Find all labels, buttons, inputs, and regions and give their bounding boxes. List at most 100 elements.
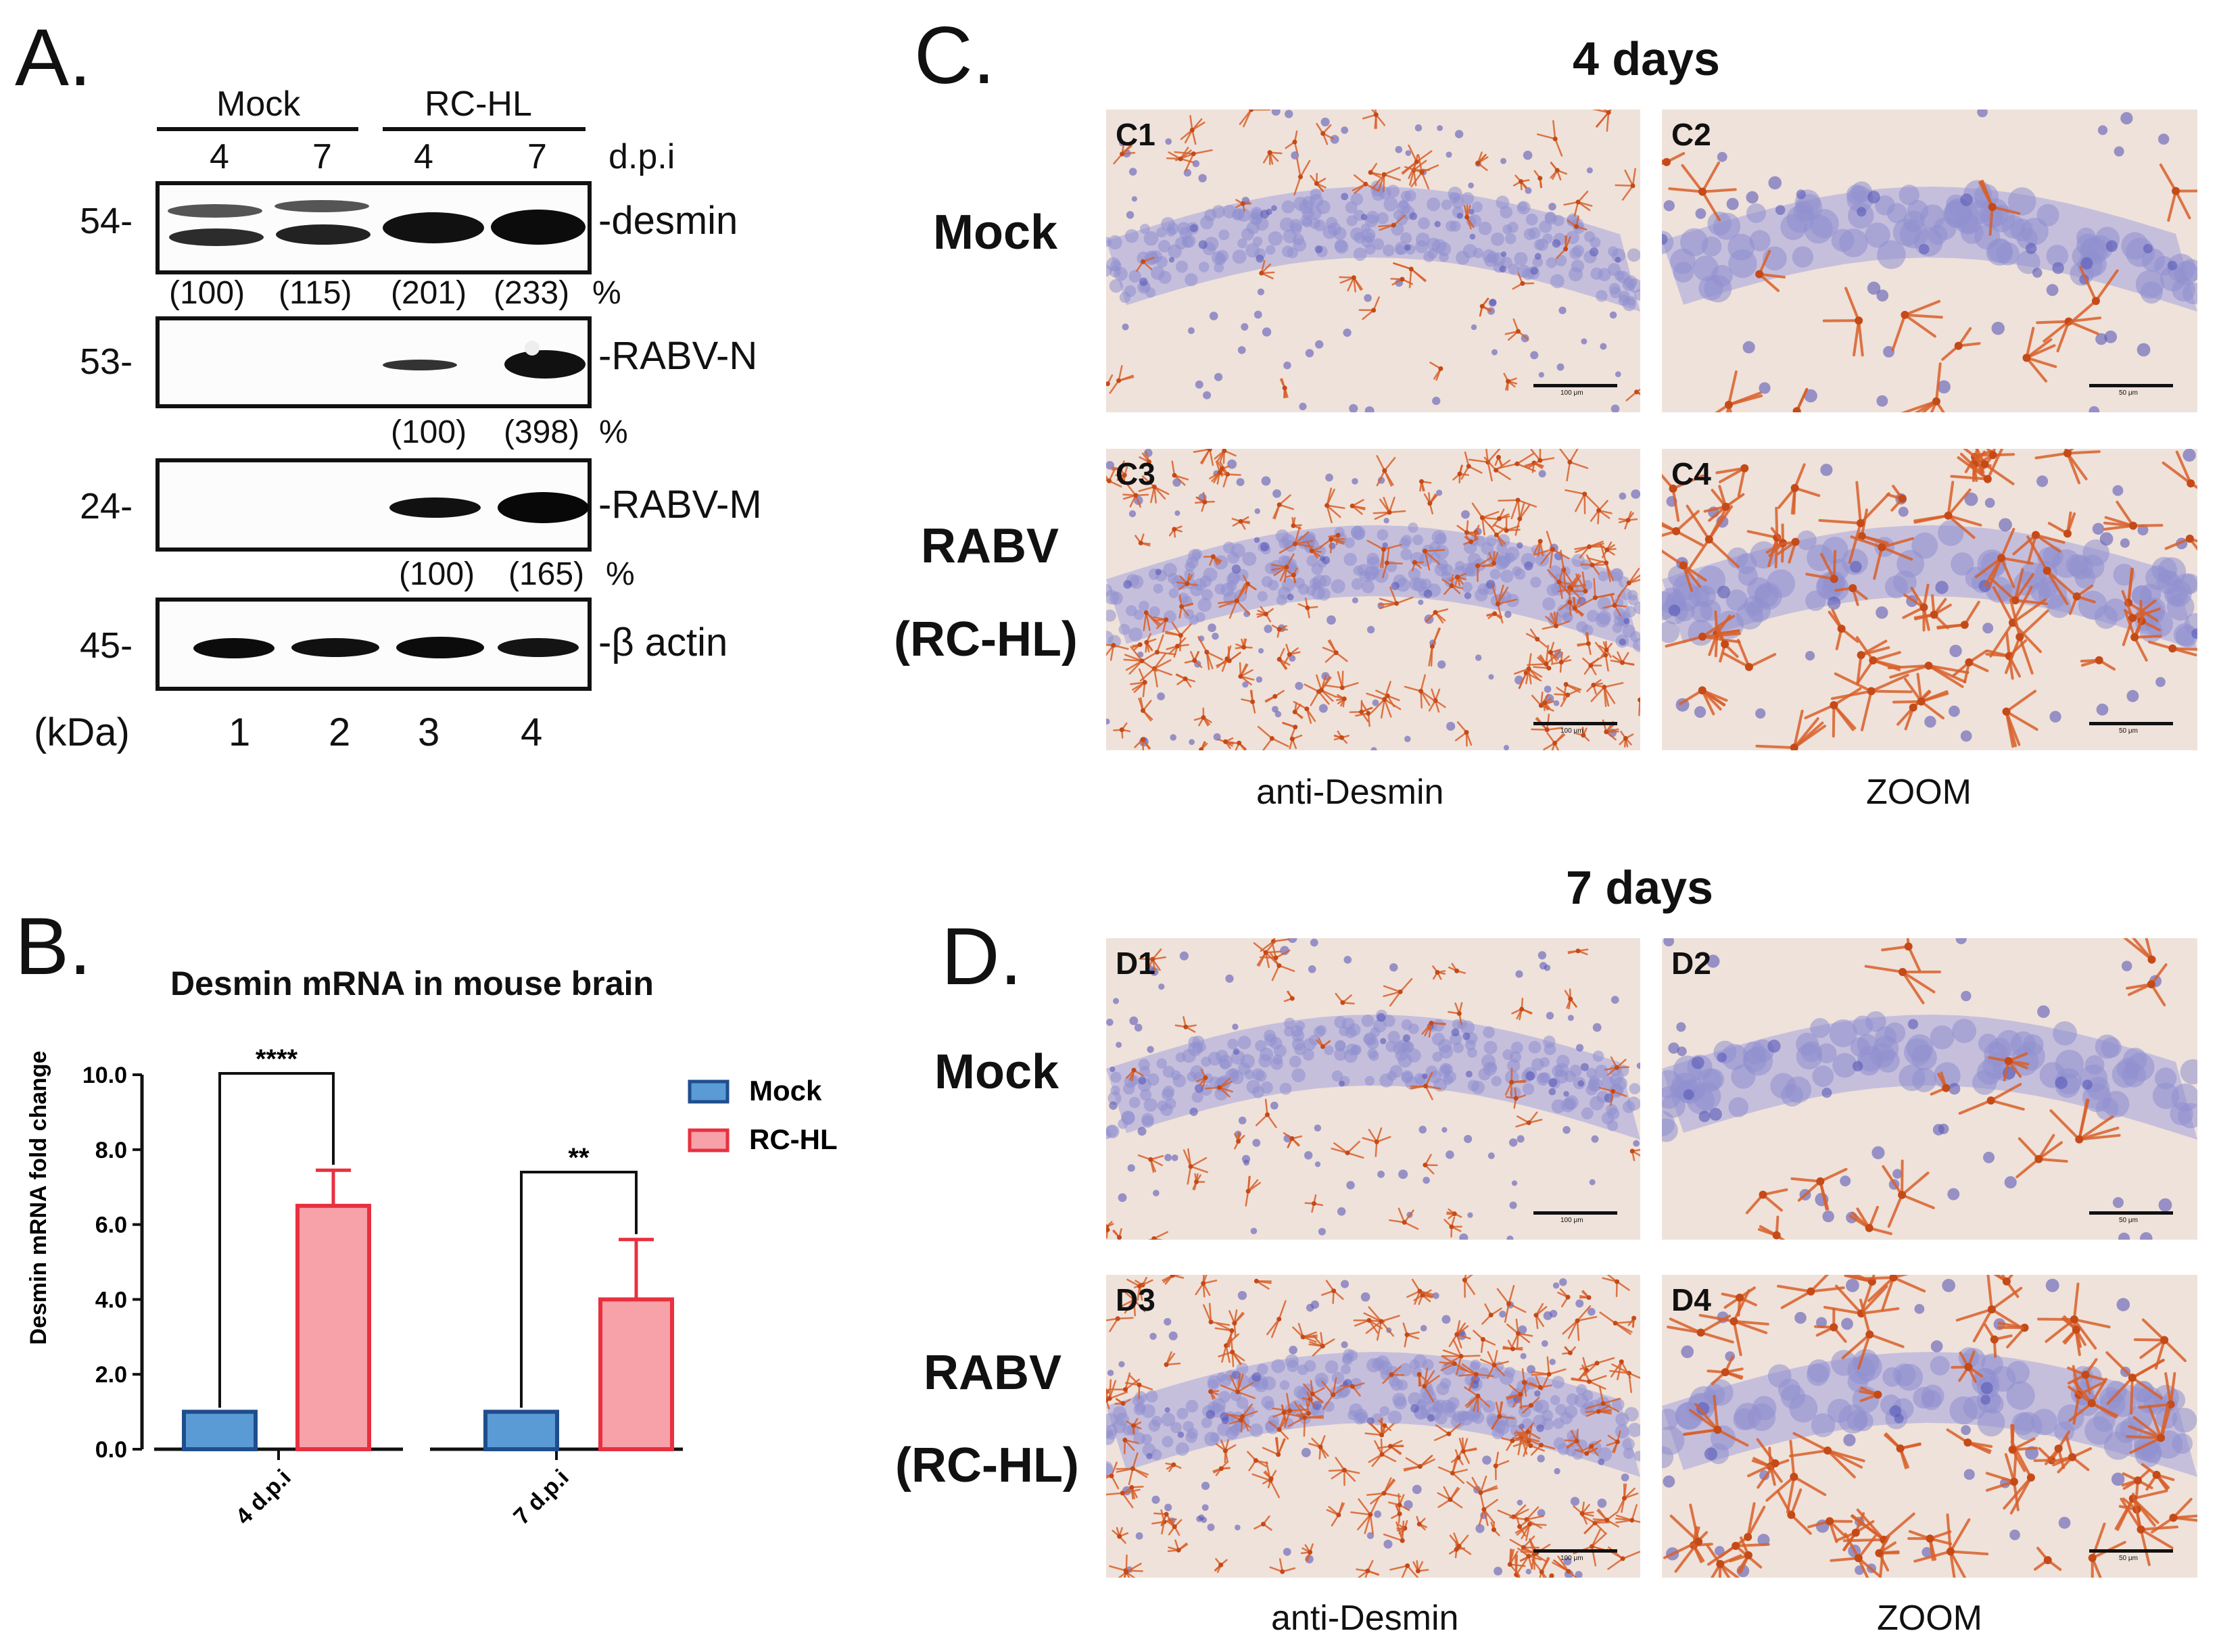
bar-mock-2 [483, 1409, 559, 1451]
y-axis-label: Desmin mRNA fold change [26, 1050, 51, 1344]
tile-label-c2: C2 [1671, 117, 1711, 152]
quant-rabv-m-1: (100) [399, 556, 475, 592]
caption-c-anti-desmin: anti-Desmin [1256, 773, 1444, 812]
group-label-rchl: RC-HL [425, 84, 532, 124]
bar-rc-hl-1 [295, 1203, 371, 1451]
protein-beta-actin: -β actin [598, 621, 728, 664]
micrograph-c2: C2 50 μm [1662, 110, 2197, 412]
tile-label-d3: D3 [1116, 1282, 1155, 1317]
micrograph-c1: C1 100 μm [1106, 110, 1640, 412]
legend-label-mock: Mock [749, 1075, 822, 1107]
panel-label-b: B. [15, 901, 92, 992]
micrograph-c4: C4 50 μm [1662, 449, 2197, 750]
tile-label-d1: D1 [1116, 946, 1155, 981]
tissue-texture [1106, 449, 1640, 750]
scale-bar-d1 [1533, 1211, 1617, 1215]
lane-4: 4 [521, 710, 543, 754]
dpi-value-3: 4 [414, 137, 433, 176]
row-label-d-rchl: (RC-HL) [895, 1438, 1079, 1492]
quant-desmin-4: (233) [494, 275, 570, 311]
group-label-mock: Mock [216, 84, 301, 124]
micrograph-d1: D1 100 μm [1106, 938, 1640, 1240]
y-tick-label: 10.0 [82, 1063, 127, 1088]
quant-rabv-n-1: (100) [391, 414, 467, 450]
kda-label: (kDa) [34, 710, 130, 754]
protein-desmin: -desmin [598, 199, 738, 243]
tissue-texture [1106, 110, 1640, 412]
x-tick-label: 7 d.p.i [508, 1465, 573, 1530]
x-tick-labels: 4 d.p.i 7 d.p.i [231, 1465, 573, 1530]
title-4-days: 4 days [1573, 32, 1720, 85]
bar-chart: Desmin mRNA fold change 0.0 2.0 4.0 6.0 8.0 1… [26, 1044, 838, 1530]
micrograph-d4: D4 50 μm [1662, 1275, 2197, 1578]
x-tick-label: 4 d.p.i [231, 1465, 295, 1530]
legend-swatch-rc-hl [688, 1128, 730, 1152]
significance-bracket [218, 1072, 335, 1408]
scale-text-d1: 100 μm [1560, 1217, 1583, 1224]
bar-rc-hl-2 [598, 1297, 674, 1451]
legend-swatch-mock [688, 1079, 730, 1104]
marker-45: 45- [80, 625, 133, 666]
y-tick-label: 8.0 [95, 1138, 127, 1163]
pct-rabv-m: % [606, 556, 635, 592]
dpi-value-1: 4 [210, 137, 229, 176]
scale-text-c4: 50 μm [2119, 727, 2138, 735]
significance-brackets: ****** [218, 1044, 638, 1408]
chart-title: Desmin mRNA in mouse brain [170, 965, 654, 1002]
title-7-days: 7 days [1566, 861, 1713, 914]
row-label-d-rabv: RABV [924, 1346, 1062, 1400]
tile-label-c3: C3 [1116, 456, 1155, 491]
protein-rabv-n: -RABV-N [598, 334, 758, 378]
scale-bar-c3 [1533, 722, 1617, 725]
dpi-value-4: 7 [527, 137, 547, 176]
lane-1: 1 [229, 710, 251, 754]
scale-bar-d2 [2089, 1211, 2173, 1215]
y-axis: 0.0 2.0 4.0 6.0 8.0 10.0 [82, 1063, 144, 1463]
group-line-mock [157, 127, 358, 131]
scale-text-c2: 50 μm [2119, 389, 2138, 397]
significance-label: ** [568, 1143, 590, 1173]
scale-text-d3: 100 μm [1560, 1555, 1583, 1562]
marker-54: 54- [80, 201, 133, 241]
scale-text-d4: 50 μm [2119, 1555, 2138, 1562]
significance-label: **** [256, 1044, 298, 1074]
caption-c-zoom: ZOOM [1866, 773, 1972, 812]
panel-label-d: D. [941, 911, 1022, 1002]
quant-desmin-3: (201) [391, 275, 467, 311]
micrograph-c3: C3 100 μm [1106, 449, 1640, 750]
pct-desmin: % [592, 275, 621, 311]
quant-desmin-2: (115) [279, 275, 352, 311]
bar-mock-1 [182, 1409, 258, 1451]
row-label-d-mock: Mock [934, 1045, 1059, 1099]
panel-label-a: A. [15, 12, 92, 103]
tissue-texture [1662, 1275, 2197, 1578]
tile-label-d2: D2 [1671, 946, 1711, 981]
micrograph-d2: D2 50 μm [1662, 938, 2197, 1240]
quant-desmin-1: (100) [169, 275, 245, 311]
scale-bar-c2 [2089, 384, 2173, 387]
row-label-c-rabv: RABV [921, 519, 1059, 573]
scale-bar-c1 [1533, 384, 1617, 387]
panel-label-c: C. [914, 10, 995, 101]
y-tick-label: 2.0 [95, 1362, 127, 1388]
tissue-texture [1106, 1275, 1640, 1578]
blot-rabv-n [156, 316, 592, 408]
protein-rabv-m: -RABV-M [598, 483, 762, 527]
quant-rabv-n-2: (398) [504, 414, 580, 450]
significance-bracket [520, 1171, 638, 1408]
micrograph-d3: D3 100 μm [1106, 1275, 1640, 1578]
dpi-value-2: 7 [312, 137, 332, 176]
tile-label-c4: C4 [1671, 456, 1711, 491]
scale-text-d2: 50 μm [2119, 1217, 2138, 1224]
tile-label-d4: D4 [1671, 1282, 1711, 1317]
dpi-label: d.p.i [609, 137, 675, 176]
tissue-texture [1662, 449, 2197, 750]
legend: Mock RC-HL [688, 1075, 838, 1155]
row-label-c-mock: Mock [933, 205, 1058, 260]
y-tick-label: 0.0 [95, 1437, 127, 1463]
lane-2: 2 [329, 710, 351, 754]
pct-rabv-n: % [599, 414, 628, 450]
tissue-texture [1662, 110, 2197, 412]
marker-53: 53- [80, 341, 133, 382]
tile-label-c1: C1 [1116, 117, 1155, 152]
